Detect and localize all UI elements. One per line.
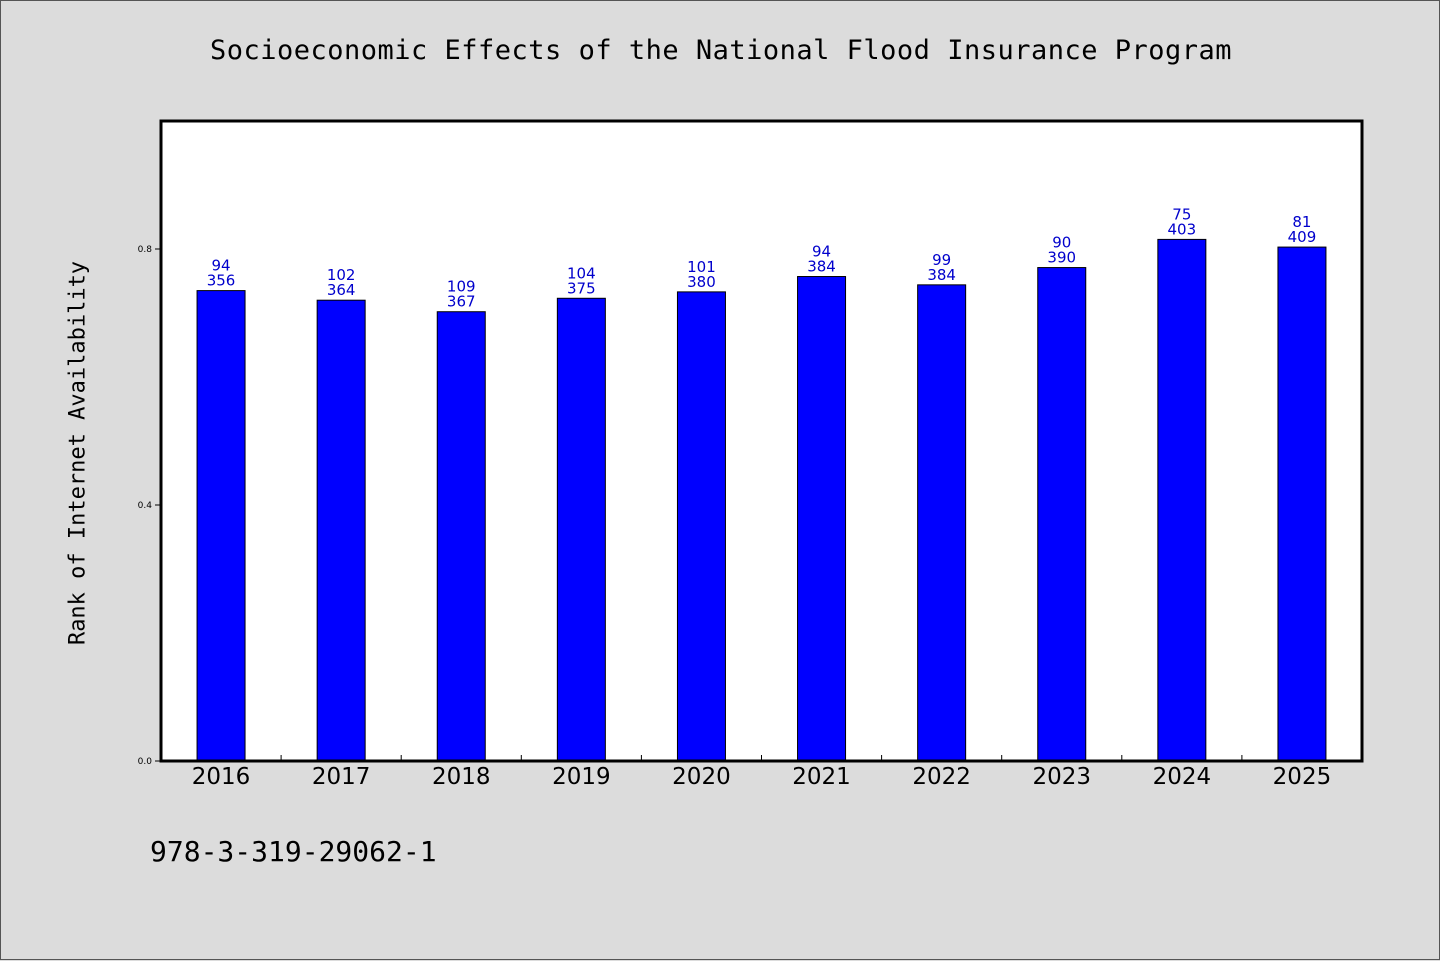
bar-label-top: 94: [812, 243, 831, 261]
bar: [556, 297, 606, 762]
isbn-footer: 978-3-319-29062-1: [150, 835, 437, 868]
bar-label-top: 75: [1172, 205, 1191, 223]
bar: [316, 299, 366, 762]
bar-label-bottom: 367: [447, 293, 476, 311]
bar-label-top: 101: [687, 258, 716, 276]
bar-label-bottom: 356: [207, 272, 236, 290]
bar-label-top: 81: [1292, 213, 1311, 231]
bar-label-top: 104: [567, 264, 596, 282]
x-tick-label: 2020: [672, 764, 731, 790]
y-tick-label: 0.8: [138, 245, 153, 255]
bar-label-top: 109: [447, 278, 476, 296]
x-tick-label: 2025: [1273, 764, 1332, 790]
bar: [676, 291, 726, 762]
bar-label-bottom: 384: [807, 258, 836, 276]
bar: [436, 311, 486, 762]
chart-title: Socioeconomic Effects of the National Fl…: [209, 35, 1233, 66]
y-tick-label: 0.0: [138, 757, 153, 767]
bar-label-top: 102: [327, 266, 356, 284]
bar: [1157, 238, 1207, 762]
x-tick-label: 2021: [792, 764, 851, 790]
bar-label-top: 94: [212, 257, 231, 275]
bar-label-bottom: 409: [1288, 228, 1317, 246]
bar-label-bottom: 375: [567, 279, 596, 297]
x-tick-label: 2017: [312, 764, 371, 790]
bar-label-bottom: 384: [927, 266, 956, 284]
bar: [917, 284, 967, 762]
y-tick-label: 0.4: [138, 501, 153, 511]
x-tick-label: 2024: [1153, 764, 1212, 790]
x-tick-label: 2018: [432, 764, 491, 790]
bar-label-bottom: 390: [1047, 249, 1076, 267]
bar-label-bottom: 364: [327, 281, 356, 299]
x-tick-label: 2023: [1032, 764, 1091, 790]
bar: [1037, 267, 1087, 762]
bar-label-bottom: 380: [687, 273, 716, 291]
bar-label-top: 99: [932, 251, 951, 269]
bar-label-top: 90: [1052, 234, 1071, 252]
x-tick-label: 2022: [912, 764, 971, 790]
bar-label-bottom: 403: [1168, 220, 1197, 238]
bar: [797, 276, 847, 762]
bar: [1277, 246, 1327, 762]
x-tick-label: 2016: [192, 764, 251, 790]
plot-border: [159, 119, 1364, 763]
x-tick-label: 2019: [552, 764, 611, 790]
bar: [196, 290, 246, 762]
